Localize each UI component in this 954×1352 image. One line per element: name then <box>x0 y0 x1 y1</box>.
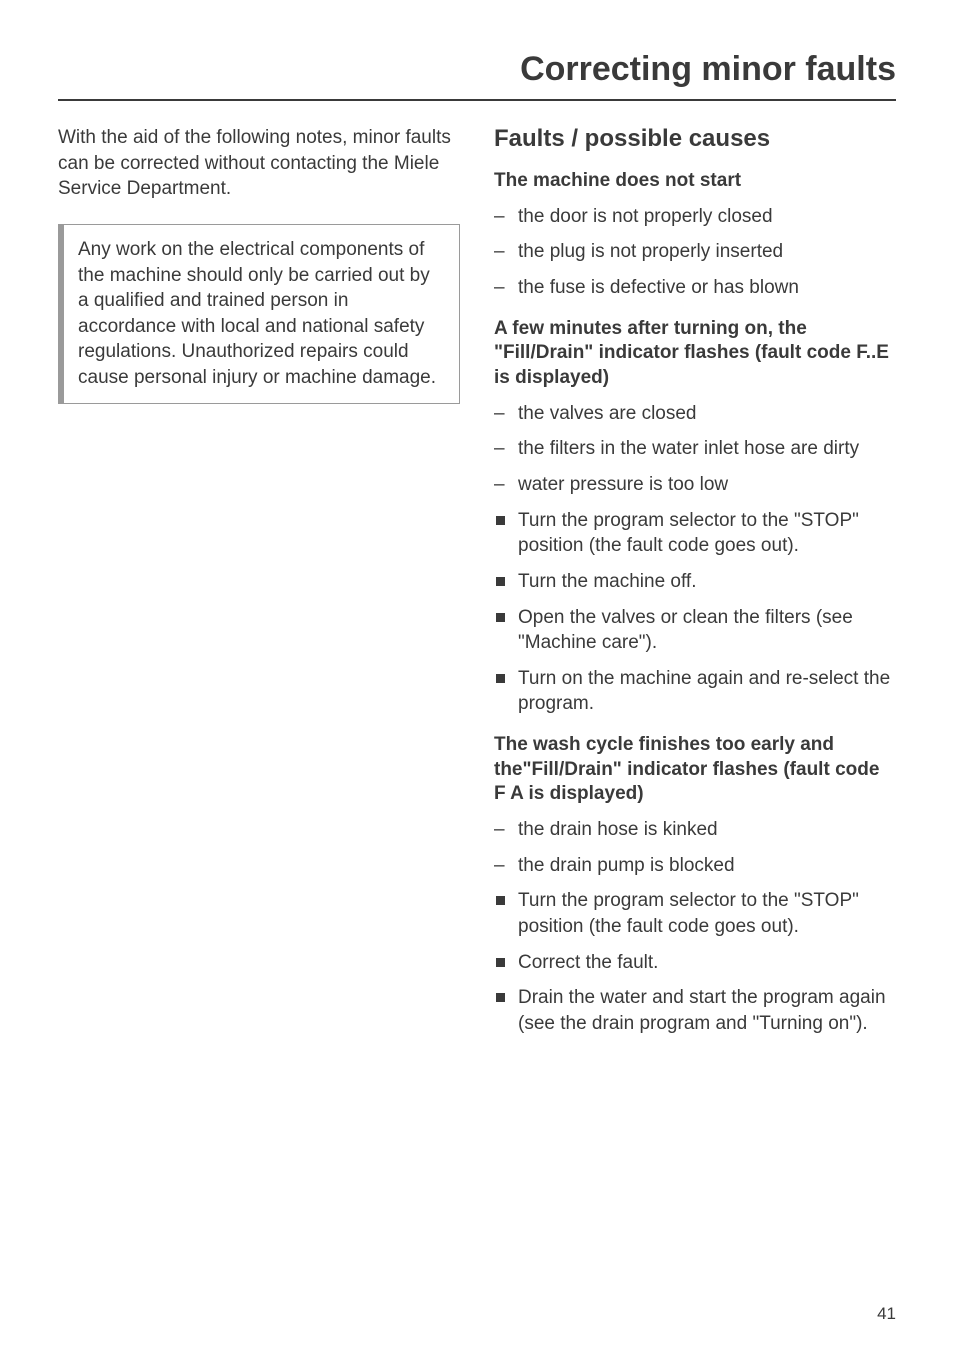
content-columns: With the aid of the following notes, min… <box>58 125 896 1047</box>
fault-actions-3: Turn the program selector to the "STOP" … <box>494 888 896 1036</box>
list-item: Turn on the machine again and re-select … <box>494 666 896 717</box>
list-item: the filters in the water inlet hose are … <box>494 436 896 462</box>
list-item: Turn the program selector to the "STOP" … <box>494 508 896 559</box>
page-number: 41 <box>877 1304 896 1324</box>
list-item: Turn the machine off. <box>494 569 896 595</box>
list-item: water pressure is too low <box>494 472 896 498</box>
list-item: the drain pump is blocked <box>494 853 896 879</box>
fault-causes-1: the door is not properly closed the plug… <box>494 204 896 301</box>
fault-actions-2: Turn the program selector to the "STOP" … <box>494 508 896 717</box>
fault-causes-2: the valves are closed the filters in the… <box>494 401 896 498</box>
fault-causes-3: the drain hose is kinked the drain pump … <box>494 817 896 878</box>
section-title: Faults / possible causes <box>494 125 896 153</box>
list-item: Open the valves or clean the filters (se… <box>494 605 896 656</box>
right-column: Faults / possible causes The machine doe… <box>494 125 896 1047</box>
fault-title-1: The machine does not start <box>494 169 896 194</box>
left-column: With the aid of the following notes, min… <box>58 125 460 1047</box>
fault-title-3: The wash cycle finishes too early and th… <box>494 733 896 807</box>
list-item: the valves are closed <box>494 401 896 427</box>
list-item: Turn the program selector to the "STOP" … <box>494 888 896 939</box>
intro-text: With the aid of the following notes, min… <box>58 125 460 202</box>
list-item: Correct the fault. <box>494 950 896 976</box>
list-item: the drain hose is kinked <box>494 817 896 843</box>
list-item: Drain the water and start the program ag… <box>494 985 896 1036</box>
list-item: the door is not properly closed <box>494 204 896 230</box>
fault-title-2: A few minutes after turning on, the "Fil… <box>494 317 896 391</box>
list-item: the plug is not properly inserted <box>494 239 896 265</box>
page-title: Correcting minor faults <box>58 50 896 101</box>
list-item: the fuse is defective or has blown <box>494 275 896 301</box>
warning-callout: Any work on the electrical components of… <box>58 224 460 404</box>
